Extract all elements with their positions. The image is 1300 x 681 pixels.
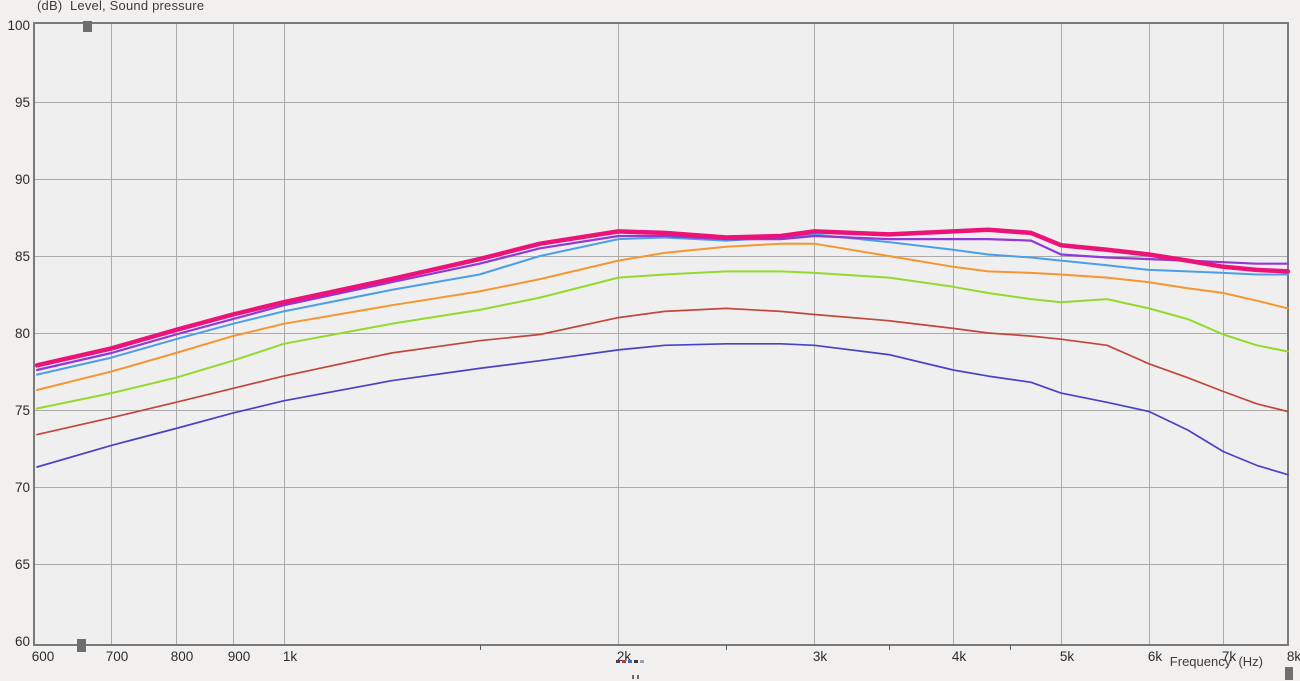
screenshot-edge-artifact xyxy=(616,660,644,679)
curve-green xyxy=(36,270,1289,410)
x-tick-label: 6k xyxy=(1148,649,1163,664)
x-tick-label: 1k xyxy=(283,649,298,664)
y-tick-label: 95 xyxy=(15,95,30,110)
y-tick-label: 100 xyxy=(7,18,30,33)
curve-dark-blue xyxy=(36,342,1289,476)
x-axis-label: Frequency (Hz) xyxy=(1169,654,1263,669)
axis-handle-top-left[interactable] xyxy=(83,21,92,32)
axis-handle-bottom-left[interactable] xyxy=(77,639,86,652)
y-tick-label: 80 xyxy=(15,326,30,341)
x-tick-label: 800 xyxy=(171,649,194,664)
y-tick-label: 70 xyxy=(15,480,30,495)
x-minor-ticks xyxy=(480,645,1011,650)
curve-magenta-thick xyxy=(34,227,1291,368)
artifact-dot xyxy=(637,675,639,679)
y-tick-label: 75 xyxy=(15,403,30,418)
x-tick-label: 2k xyxy=(617,649,632,664)
axis-handle-bottom-right[interactable] xyxy=(1285,667,1293,680)
x-tick-label: 7k xyxy=(1222,649,1237,664)
x-tick-label: 900 xyxy=(228,649,251,664)
y-axis-title: (dB) Level, Sound pressure xyxy=(37,0,205,13)
y-tick-label: 60 xyxy=(15,634,30,649)
x-tick-label: 3k xyxy=(813,649,828,664)
curve-brick-red xyxy=(36,307,1289,436)
curves xyxy=(34,227,1291,476)
artifact-pixel xyxy=(622,660,626,663)
x-tick-label: 5k xyxy=(1060,649,1075,664)
artifact-dot xyxy=(632,675,634,679)
artifact-pixel xyxy=(634,660,638,663)
x-tick-label: 600 xyxy=(32,649,55,664)
grid xyxy=(35,24,1287,644)
y-tick-label: 65 xyxy=(15,557,30,572)
y-axis-ticks: 100 95 90 85 80 75 70 65 60 xyxy=(7,18,30,649)
y-tick-label: 85 xyxy=(15,249,30,264)
artifact-pixel xyxy=(640,660,644,663)
x-tick-label: 4k xyxy=(952,649,967,664)
curve-purple xyxy=(35,234,1290,372)
y-tick-label: 90 xyxy=(15,172,30,187)
x-tick-label: 8k xyxy=(1287,649,1300,664)
x-axis-ticks: 600 700 800 900 1k 2k 3k 4k 5k 6k 7k 8k xyxy=(32,649,1300,664)
artifact-pixel xyxy=(628,660,632,663)
curve-orange xyxy=(36,242,1289,391)
x-tick-label: 700 xyxy=(106,649,129,664)
artifact-pixel xyxy=(616,660,620,663)
